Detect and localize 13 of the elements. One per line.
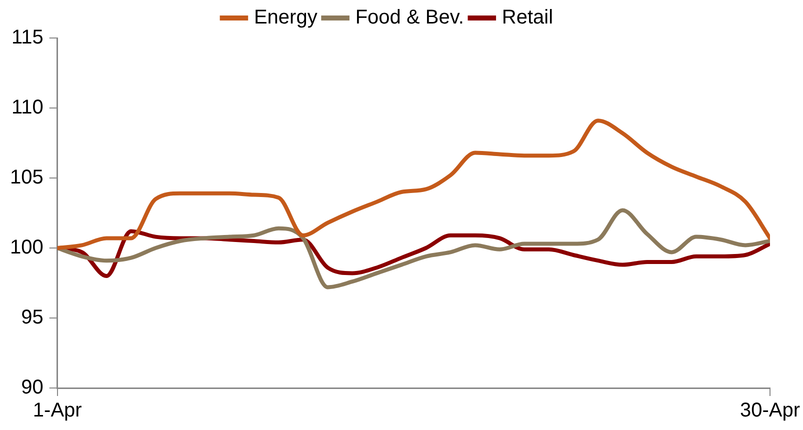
x-tick-label: 1-Apr — [32, 400, 82, 422]
line-series — [57, 208, 770, 290]
y-tick-label: 115 — [11, 26, 44, 49]
legend-label: Energy — [254, 6, 318, 29]
line-series — [57, 118, 770, 250]
y-tick-label: 90 — [21, 376, 44, 399]
legend-label: Food & Bev. — [355, 6, 464, 29]
x-tick-label: 30-Apr — [740, 400, 800, 422]
y-tick-label: 95 — [21, 306, 44, 329]
y-tick-label: 100 — [10, 236, 44, 259]
legend-label: Retail — [502, 6, 554, 29]
y-tick-label: 110 — [11, 96, 44, 119]
y-tick-label: 105 — [10, 166, 44, 189]
